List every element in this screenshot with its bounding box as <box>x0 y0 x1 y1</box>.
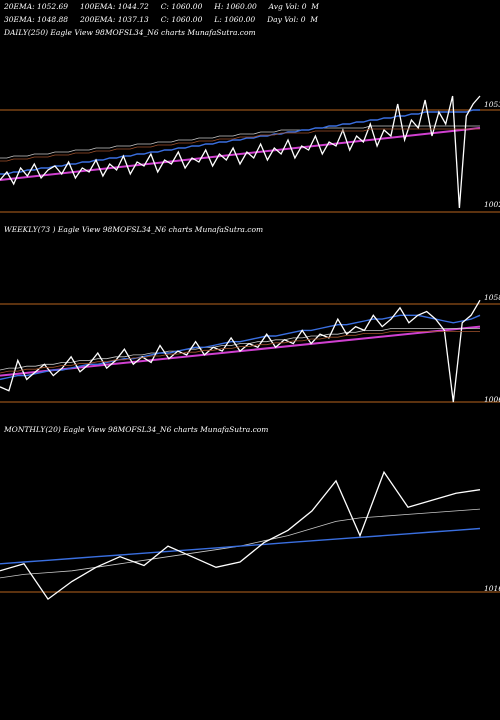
level-label: 1002 <box>484 200 500 209</box>
ema-grey-line <box>0 125 480 159</box>
price-line <box>0 95 481 209</box>
ema-grey-line <box>0 508 481 579</box>
level-label: 1016 <box>484 584 500 593</box>
panel-title: WEEKLY(73 ) Eagle View 98MOFSL34_N6 char… <box>4 225 263 234</box>
panel-title: MONTHLY(20) Eagle View 98MOFSL34_N6 char… <box>3 425 268 434</box>
panel-title: DAILY(250) Eagle View 98MOFSL34_N6 chart… <box>3 28 256 37</box>
ema-grey-line <box>0 328 480 371</box>
level-label: 1053 <box>484 100 500 109</box>
header-line-1: 20EMA: 1052.69 100EMA: 1044.72 C: 1060.0… <box>4 2 319 11</box>
level-label: 1006 <box>484 395 500 404</box>
ema-blue-line <box>0 314 481 381</box>
ema-blue-line <box>0 527 481 565</box>
price-line <box>0 299 481 403</box>
level-label: 1058 <box>484 293 500 302</box>
price-line <box>0 470 481 601</box>
header-line-2: 30EMA: 1048.88 200EMA: 1037.13 C: 1060.0… <box>4 15 318 24</box>
ema-brown-line <box>0 128 480 162</box>
ema-brown-line <box>0 331 480 374</box>
